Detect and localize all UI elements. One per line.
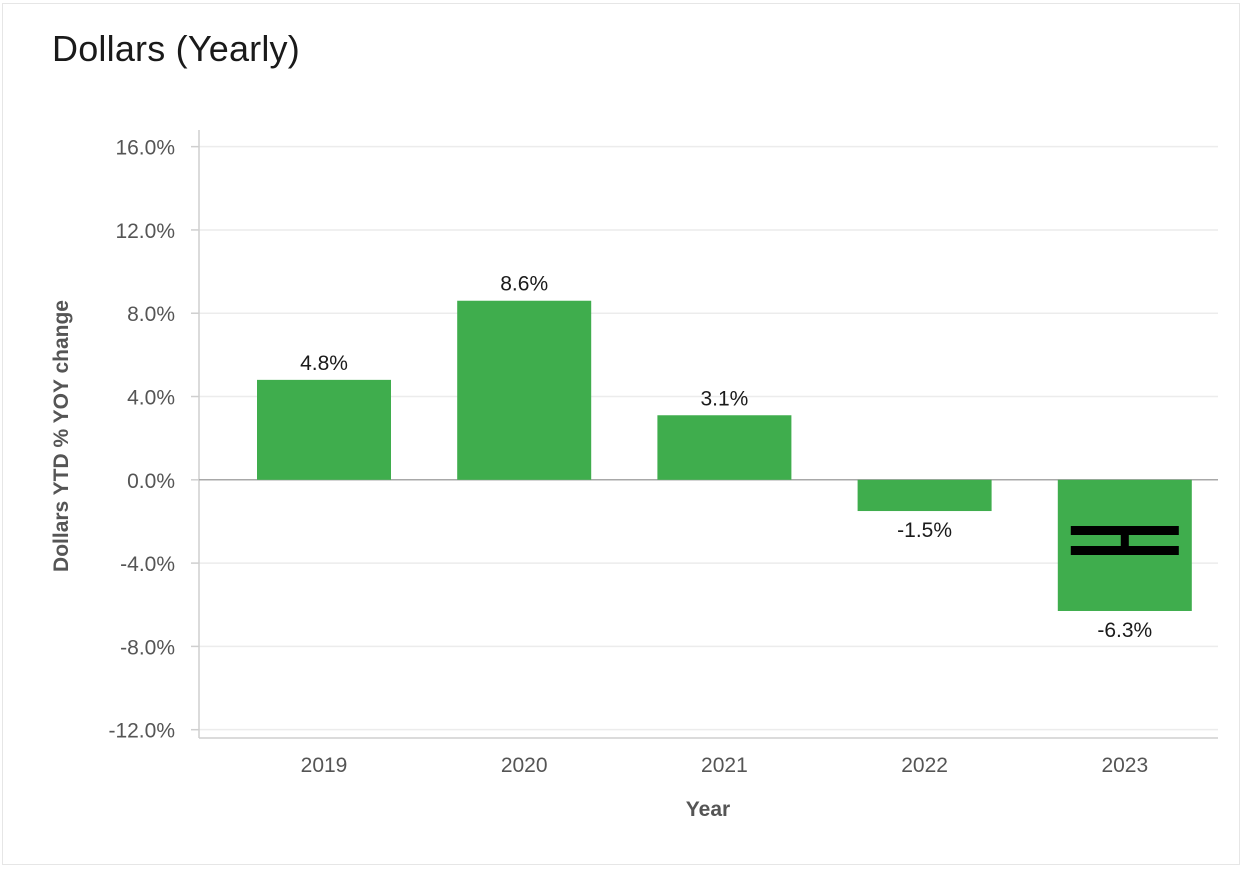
data-labels: 4.8% 8.6% 3.1% -1.5% -6.3% [300,273,1152,642]
marker-top-bar [1070,526,1179,535]
y-tick-label: 8.0% [127,303,175,326]
bar-2020 [457,300,592,480]
x-tick-label: 2023 [1101,754,1148,777]
bar-2021 [657,415,792,480]
data-label: 8.6% [500,273,548,296]
x-tick-label: 2019 [301,754,348,777]
series-marker [1070,526,1179,555]
marker-bottom-bar [1070,546,1179,555]
bars [257,300,1192,611]
bar-2022 [857,479,992,512]
data-label: -6.3% [1097,619,1152,642]
y-tick-label: 4.0% [127,387,175,410]
x-axis-title: Year [686,798,730,821]
tick-labels: 16.0% 12.0% 8.0% 4.0% 0.0% -4.0% -8.0% -12.0% 20… [108,137,1148,777]
chart-title: Dollars (Yearly) [52,28,300,69]
x-tick-label: 2020 [501,754,548,777]
data-label: 4.8% [300,352,348,375]
y-tick-label: -4.0% [120,553,175,576]
data-label: -1.5% [897,519,952,542]
x-tick-label: 2022 [901,754,948,777]
marker-connector [1120,533,1129,548]
grid-lines [199,145,1218,731]
y-axis-title: Dollars YTD % YOY change [50,300,73,572]
y-tick-label: 12.0% [115,220,175,243]
x-tick-label: 2021 [701,754,748,777]
data-label: 3.1% [700,387,748,410]
y-tick-label: -12.0% [108,720,175,743]
bar-2019 [257,379,391,480]
y-tick-label: 0.0% [127,470,175,493]
y-tick-label: -8.0% [120,636,175,659]
y-tick-label: 16.0% [115,137,175,160]
